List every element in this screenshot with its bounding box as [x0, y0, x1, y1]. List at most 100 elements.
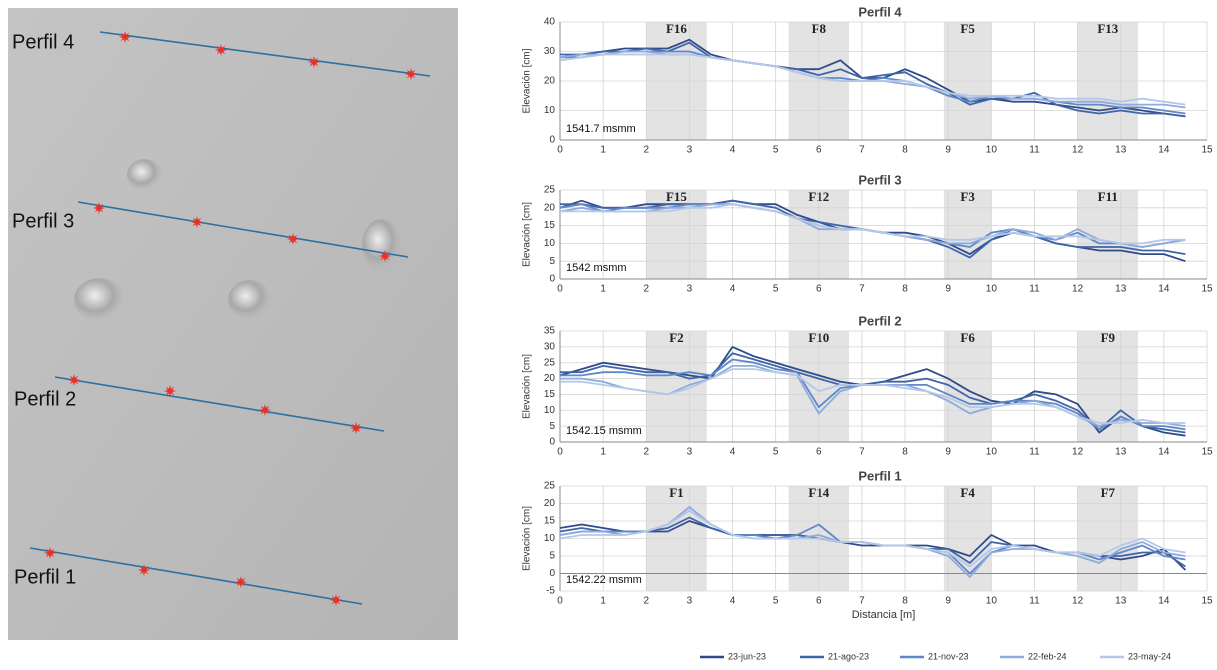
chart-title: Perfil 4: [858, 4, 902, 19]
x-tick-label: 3: [687, 284, 693, 295]
stake-markers: [44, 31, 417, 606]
band-label: F3: [960, 189, 975, 204]
x-tick-label: 5: [773, 284, 779, 295]
x-tick-label: 8: [902, 447, 908, 458]
y-tick-label: 0: [549, 274, 555, 285]
x-tick-label: 13: [1115, 596, 1127, 607]
x-tick-label: 8: [902, 284, 908, 295]
x-tick-label: 8: [902, 596, 908, 607]
x-tick-label: 15: [1201, 447, 1213, 458]
x-tick-label: 0: [557, 596, 563, 607]
y-tick-label: 0: [549, 568, 555, 579]
stake-marker: [287, 233, 299, 245]
band-label: F6: [960, 330, 975, 345]
series-line: [559, 509, 1186, 568]
stake-marker: [405, 68, 417, 80]
profile-line: [54, 376, 385, 432]
x-tick-label: 15: [1201, 284, 1213, 295]
x-tick-label: 1: [600, 447, 606, 458]
x-tick-label: 4: [730, 447, 736, 458]
legend-label: 21-nov-23: [928, 651, 969, 661]
x-tick-label: 6: [816, 284, 822, 295]
x-tick-label: 3: [687, 447, 693, 458]
y-axis-label: Elevación [cm]: [522, 354, 533, 419]
elevation-note: 1542.15 msmm: [566, 425, 642, 437]
x-tick-label: 3: [687, 596, 693, 607]
stake-marker: [119, 31, 131, 43]
x-tick-label: 11: [1029, 596, 1040, 607]
band-label: F5: [960, 21, 975, 36]
x-tick-label: 4: [730, 284, 736, 295]
y-tick-label: 0: [549, 135, 555, 146]
x-tick-label: 14: [1158, 145, 1170, 156]
y-tick-label: 30: [544, 341, 556, 352]
y-axis-label: Elevación [cm]: [522, 48, 533, 113]
x-tick-label: 1: [600, 596, 606, 607]
y-tick-label: 20: [544, 373, 556, 384]
highlight-band: [646, 331, 707, 442]
stake-marker: [215, 44, 227, 56]
x-tick-label: 14: [1158, 447, 1170, 458]
band-label: F11: [1098, 189, 1118, 204]
stake-marker: [330, 594, 342, 606]
x-tick-label: 2: [643, 447, 649, 458]
x-tick-label: 14: [1158, 596, 1170, 607]
x-tick-label: 6: [816, 145, 822, 156]
relief: [228, 280, 272, 320]
x-tick-label: 14: [1158, 284, 1170, 295]
x-tick-label: 6: [816, 596, 822, 607]
x-tick-label: 9: [945, 447, 951, 458]
profile-label: Perfil 1: [14, 566, 76, 588]
x-tick-label: 12: [1072, 447, 1084, 458]
y-tick-label: 5: [549, 256, 555, 267]
y-axis-label: Elevación [cm]: [522, 506, 533, 571]
x-tick-label: 13: [1115, 284, 1127, 295]
map-background: [8, 8, 458, 640]
x-tick-label: 5: [773, 447, 779, 458]
x-tick-label: 0: [557, 284, 563, 295]
stake-marker: [164, 385, 176, 397]
y-tick-label: 40: [544, 17, 556, 28]
profile-label: Perfil 2: [14, 388, 76, 410]
x-tick-label: 7: [859, 447, 865, 458]
band-label: F2: [669, 330, 683, 345]
x-tick-label: 11: [1029, 145, 1040, 156]
y-tick-label: 15: [544, 220, 556, 231]
x-tick-label: 0: [557, 447, 563, 458]
series-line: [560, 203, 1186, 245]
y-tick-label: 25: [544, 357, 556, 368]
chart-title: Perfil 2: [858, 313, 901, 328]
x-tick-label: 7: [859, 284, 865, 295]
y-tick-label: 10: [544, 405, 556, 416]
y-tick-label: 15: [544, 389, 556, 400]
x-tick-label: 1: [600, 284, 606, 295]
x-tick-label: 5: [773, 596, 779, 607]
legend-label: 22-feb-24: [1028, 651, 1067, 661]
chart-title: Perfil 1: [858, 468, 901, 483]
stake-marker: [235, 576, 247, 588]
elevation-note: 1542.22 msmm: [566, 574, 642, 586]
x-tick-label: 1: [600, 145, 606, 156]
highlight-band: [943, 190, 992, 279]
stake-marker: [44, 547, 56, 559]
y-tick-label: -5: [546, 586, 555, 597]
band-label: F16: [666, 21, 687, 36]
stake-marker: [308, 56, 320, 68]
profile-line: [29, 547, 363, 605]
relief: [74, 278, 126, 322]
series-line: [560, 50, 1186, 115]
y-tick-label: 15: [544, 516, 556, 527]
hillshade-map: Perfil 4 Perfil 3 Perfil 2 Perfil 1: [8, 8, 458, 640]
x-tick-label: 10: [986, 447, 998, 458]
band-label: F9: [1101, 330, 1116, 345]
y-tick-label: 10: [544, 105, 556, 116]
x-tick-label: 10: [986, 284, 998, 295]
x-tick-label: 12: [1072, 596, 1084, 607]
stake-marker: [259, 404, 271, 416]
x-tick-label: 15: [1201, 596, 1213, 607]
x-tick-label: 2: [643, 145, 649, 156]
series-line: [559, 38, 1186, 118]
x-tick-label: 10: [986, 596, 998, 607]
